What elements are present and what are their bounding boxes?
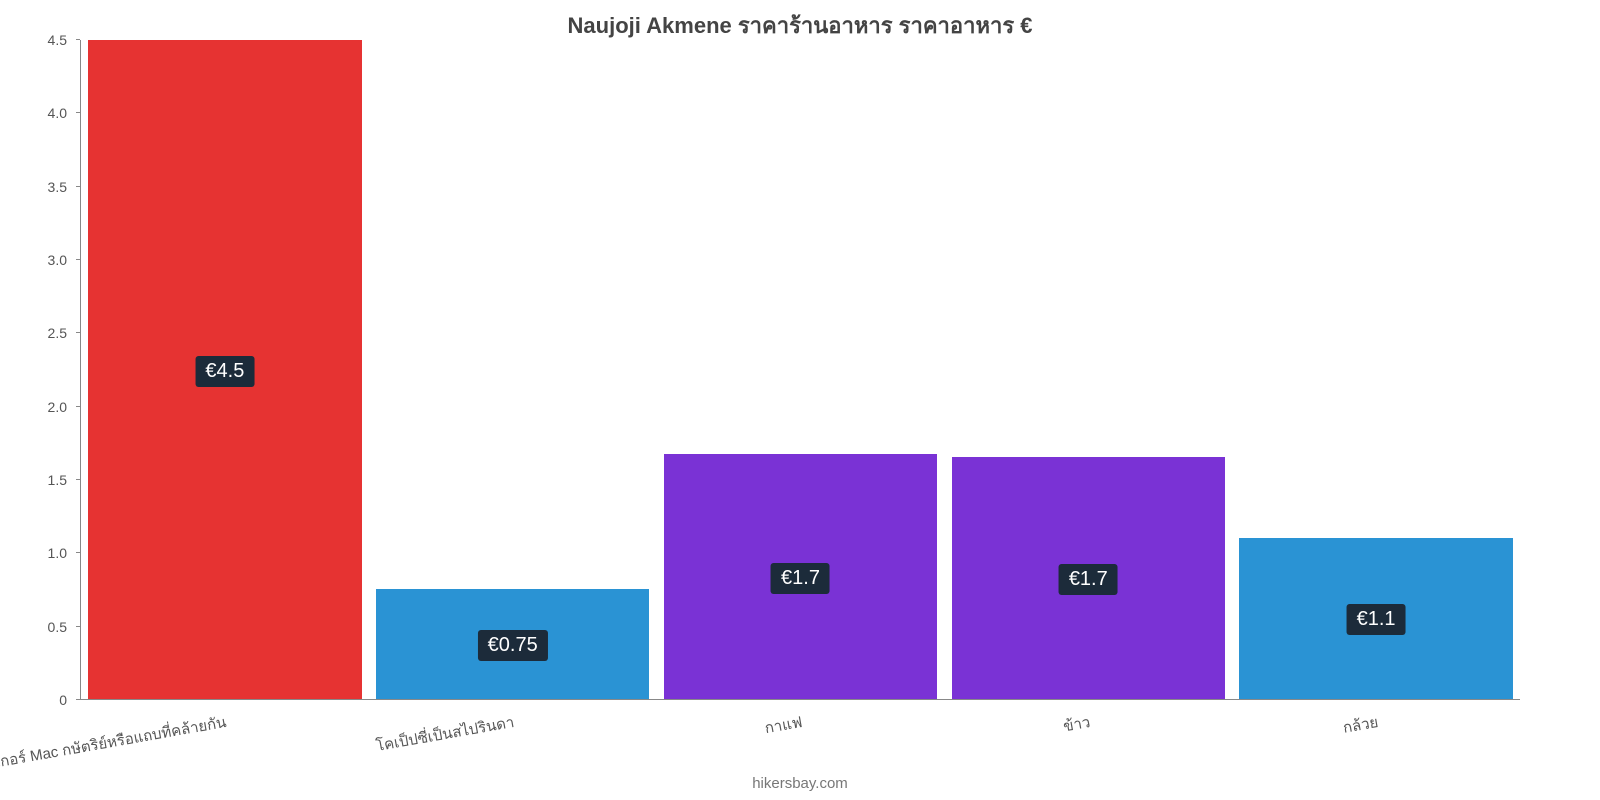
- y-tick-label: 3.0: [48, 252, 67, 268]
- x-axis-ticks: เบอร์เกอร์ Mac กษัตริย์หรือแถบที่คล้ายกั…: [80, 702, 1520, 762]
- bar-value-label: €1.7: [1059, 564, 1118, 595]
- chart-container: Naujoji Akmene ราคาร้านอาหาร ราคาอาหาร €…: [0, 0, 1600, 800]
- y-tick-label: 1.0: [48, 545, 67, 561]
- bar-value-label: €1.7: [771, 563, 830, 594]
- bar: €1.1: [1239, 538, 1512, 699]
- x-tick-label: เบอร์เกอร์ Mac กษัตริย์หรือแถบที่คล้ายกั…: [0, 710, 228, 780]
- x-tick-label: โคเป็ปซี่เป็นสไปรินดา: [374, 710, 516, 758]
- x-tick-label: กาแฟ: [763, 710, 804, 740]
- y-tick-label: 1.5: [48, 472, 67, 488]
- x-tick-label: กล้วย: [1341, 710, 1380, 740]
- y-tick-label: 2.5: [48, 325, 67, 341]
- attribution-text: hikersbay.com: [752, 775, 848, 792]
- bar: €0.75: [376, 589, 649, 699]
- x-tick-label: ข้าว: [1061, 710, 1092, 738]
- bar-slot: €1.7: [657, 40, 945, 699]
- y-tick-label: 0.5: [48, 619, 67, 635]
- bar-slot: €1.1: [1232, 40, 1520, 699]
- bar-slot: €0.75: [369, 40, 657, 699]
- bar-value-label: €1.1: [1347, 604, 1406, 635]
- y-axis-ticks: 00.51.01.52.02.53.03.54.04.5: [0, 40, 75, 700]
- bar: €1.7: [664, 454, 937, 699]
- bar: €1.7: [952, 457, 1225, 699]
- bar-value-label: €0.75: [478, 630, 548, 661]
- y-tick-label: 0: [59, 692, 67, 708]
- y-tick-label: 4.0: [48, 105, 67, 121]
- bar-slot: €1.7: [944, 40, 1232, 699]
- plot-area: €4.5 €0.75 €1.7 €1.7 €1.1: [80, 40, 1520, 700]
- bar: €4.5: [88, 40, 361, 699]
- y-tick-label: 4.5: [48, 32, 67, 48]
- bar-slot: €4.5: [81, 40, 369, 699]
- bar-value-label: €4.5: [195, 356, 254, 387]
- y-tick-label: 2.0: [48, 399, 67, 415]
- y-tick-label: 3.5: [48, 179, 67, 195]
- bars-area: €4.5 €0.75 €1.7 €1.7 €1.1: [81, 40, 1520, 699]
